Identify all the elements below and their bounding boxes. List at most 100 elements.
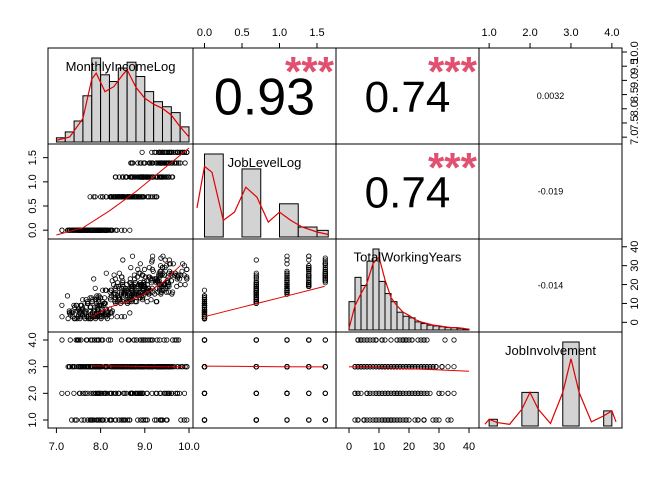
scatter-point bbox=[253, 257, 259, 263]
scatter-point bbox=[144, 390, 150, 396]
scatter-point bbox=[201, 306, 208, 312]
tick-label: 3.0 bbox=[27, 359, 39, 374]
scatter-point bbox=[166, 174, 172, 180]
tick-label: 0 bbox=[346, 441, 352, 453]
scatter-point bbox=[122, 417, 128, 423]
scatter-point bbox=[284, 253, 290, 259]
scatter-point bbox=[439, 364, 445, 370]
tick-label: 2.0 bbox=[522, 27, 537, 39]
scatter-point bbox=[100, 417, 106, 423]
scatter-point bbox=[163, 289, 169, 295]
scatter-point bbox=[146, 264, 152, 271]
scatter-point bbox=[370, 364, 376, 370]
scatter-point bbox=[88, 227, 94, 233]
histogram-bar bbox=[521, 391, 539, 427]
scatter-point bbox=[94, 417, 100, 423]
tick-label: 7.0 bbox=[49, 441, 64, 453]
scatter-point bbox=[253, 297, 259, 303]
tick-label: 20 bbox=[403, 441, 415, 453]
scatter-point bbox=[284, 283, 290, 289]
scatter-point bbox=[107, 289, 113, 295]
tick-label: 40 bbox=[463, 441, 475, 453]
scatter-point bbox=[80, 390, 86, 396]
scatter-point bbox=[284, 289, 290, 295]
histogram-bar bbox=[279, 203, 299, 238]
scatter-point bbox=[96, 302, 102, 308]
scatter-point bbox=[115, 364, 121, 370]
scatter-point bbox=[361, 337, 367, 343]
scatter-point bbox=[253, 276, 259, 282]
tick-label: 10 bbox=[629, 297, 641, 309]
scatter-point bbox=[184, 266, 190, 272]
fit-line bbox=[348, 366, 470, 372]
scatter-point bbox=[174, 276, 180, 282]
scatter-point bbox=[391, 390, 397, 396]
scatter-point bbox=[97, 417, 103, 423]
scatter-point bbox=[430, 417, 436, 423]
histogram-bar bbox=[396, 311, 404, 331]
scatter-panel-2-1 bbox=[201, 253, 328, 322]
scatter-point bbox=[137, 174, 143, 180]
tick-label: 10.0 bbox=[178, 441, 199, 453]
scatter-point bbox=[253, 278, 259, 284]
tick-label: 30 bbox=[433, 441, 445, 453]
tick-label: 0.0 bbox=[197, 27, 212, 39]
scatter-point bbox=[71, 364, 77, 370]
scatter-point bbox=[253, 417, 259, 423]
scatter-point bbox=[418, 390, 424, 396]
scatter-point bbox=[394, 390, 400, 396]
scatter-point bbox=[201, 298, 208, 305]
scatter-point bbox=[170, 174, 176, 180]
scatter-point bbox=[355, 417, 361, 423]
scatter-point bbox=[306, 264, 312, 271]
scatter-point bbox=[385, 417, 391, 423]
scatter-point bbox=[355, 390, 361, 396]
scatter-point bbox=[140, 295, 146, 301]
scatter-point bbox=[101, 300, 108, 306]
scatter-point bbox=[101, 390, 108, 396]
fit-line bbox=[204, 285, 325, 318]
scatter-point bbox=[379, 390, 385, 396]
scatter-point bbox=[142, 174, 148, 180]
tick-label: 1.0 bbox=[481, 27, 496, 39]
histogram-bar bbox=[420, 323, 428, 331]
scatter-point bbox=[100, 287, 106, 293]
scatter-point bbox=[370, 390, 376, 396]
histogram-bar bbox=[384, 293, 392, 331]
scatter-point bbox=[201, 300, 208, 306]
scatter-point bbox=[306, 263, 312, 269]
scatter-point bbox=[130, 160, 136, 166]
scatter-point bbox=[109, 310, 115, 316]
scatter-point bbox=[137, 261, 143, 267]
scatter-point bbox=[172, 337, 178, 343]
scatter-point bbox=[179, 268, 185, 274]
scatter-point bbox=[306, 257, 312, 263]
scatter-point bbox=[284, 417, 290, 423]
scatter-point bbox=[181, 390, 188, 396]
scatter-point bbox=[181, 417, 187, 423]
tick-label: 2.0 bbox=[27, 386, 39, 401]
scatter-panel-3-1 bbox=[201, 337, 328, 423]
significance-stars: *** bbox=[428, 144, 478, 191]
scatter-point bbox=[149, 337, 155, 343]
scatter-point bbox=[201, 308, 208, 314]
scatter-point bbox=[253, 289, 259, 295]
fit-line bbox=[91, 265, 181, 318]
scatter-point bbox=[128, 160, 134, 166]
scatter-point bbox=[77, 390, 83, 396]
scatter-point bbox=[134, 274, 140, 280]
scatter-point bbox=[118, 417, 125, 423]
scatter-point bbox=[161, 281, 167, 288]
scatter-point bbox=[78, 337, 84, 343]
scatter-point bbox=[170, 289, 176, 295]
scatter-point bbox=[129, 253, 136, 259]
scatter-point bbox=[127, 310, 133, 316]
scatter-point bbox=[306, 253, 312, 259]
scatter-point bbox=[382, 390, 388, 396]
scatter-point bbox=[415, 364, 421, 370]
scatter-point bbox=[406, 337, 412, 343]
scatter-point bbox=[201, 417, 208, 423]
scatter-point bbox=[74, 337, 81, 343]
scatter-point bbox=[284, 274, 290, 280]
